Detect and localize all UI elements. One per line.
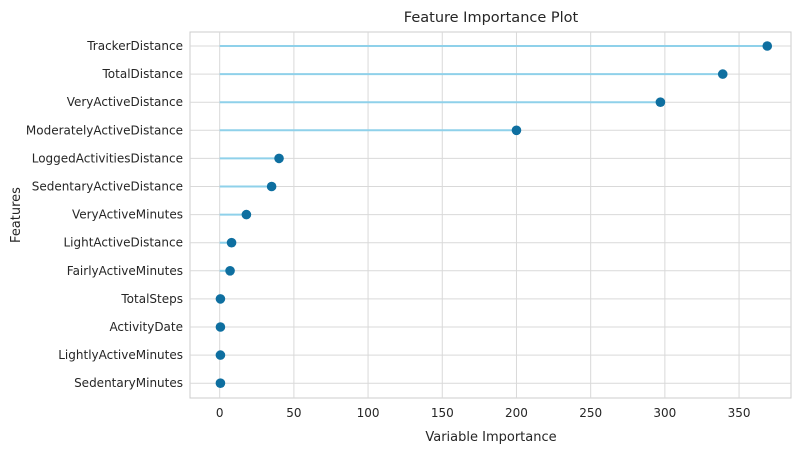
x-tick-labels: 0 50 100 150 200 250 300 350 bbox=[216, 406, 751, 420]
x-axis-label: Variable Importance bbox=[425, 430, 556, 445]
y-tick-labels: TrackerDistance TotalDistance VeryActiveDi… bbox=[26, 39, 183, 390]
y-tick-label: ModeratelyActiveDistance bbox=[26, 123, 183, 137]
y-tick-label: SedentaryMinutes bbox=[74, 376, 183, 390]
data-point bbox=[274, 153, 284, 164]
data-point bbox=[215, 350, 226, 360]
x-tick-label: 0 bbox=[216, 406, 224, 420]
data-point bbox=[215, 378, 226, 389]
data-point bbox=[511, 125, 522, 136]
y-tick-label: FairlyActiveMinutes bbox=[67, 264, 183, 278]
data-point bbox=[215, 322, 226, 332]
x-tick-label: 250 bbox=[579, 406, 602, 420]
data-point bbox=[266, 181, 277, 192]
x-tick-label: 50 bbox=[286, 406, 301, 420]
chart-title: Feature Importance Plot bbox=[404, 10, 579, 26]
y-tick-label: TotalDistance bbox=[102, 67, 184, 81]
data-point bbox=[225, 266, 235, 276]
data-point bbox=[241, 209, 252, 220]
data-point bbox=[655, 97, 666, 107]
x-tick-label: 150 bbox=[431, 406, 454, 420]
data-point bbox=[226, 237, 237, 248]
y-tick-label: TrackerDistance bbox=[86, 39, 183, 53]
data-point bbox=[215, 294, 226, 304]
x-tick-label: 350 bbox=[728, 406, 751, 420]
y-tick-label: VeryActiveDistance bbox=[67, 95, 183, 109]
y-axis-label: Features bbox=[9, 187, 24, 243]
x-tick-label: 200 bbox=[505, 406, 528, 420]
y-tick-label: SedentaryActiveDistance bbox=[32, 180, 183, 194]
data-point bbox=[717, 69, 728, 79]
y-tick-label: VeryActiveMinutes bbox=[72, 208, 183, 222]
y-tick-label: TotalSteps bbox=[120, 292, 183, 306]
y-tick-label: LightlyActiveMinutes bbox=[58, 348, 183, 362]
stems bbox=[219, 45, 768, 385]
data-point bbox=[762, 41, 773, 51]
markers bbox=[215, 41, 773, 389]
y-tick-label: LightActiveDistance bbox=[63, 236, 183, 250]
y-tick-label: ActivityDate bbox=[109, 320, 183, 334]
y-tick-label: LoggedActivitiesDistance bbox=[32, 151, 183, 165]
x-tick-label: 100 bbox=[357, 406, 380, 420]
x-tick-label: 300 bbox=[653, 406, 676, 420]
